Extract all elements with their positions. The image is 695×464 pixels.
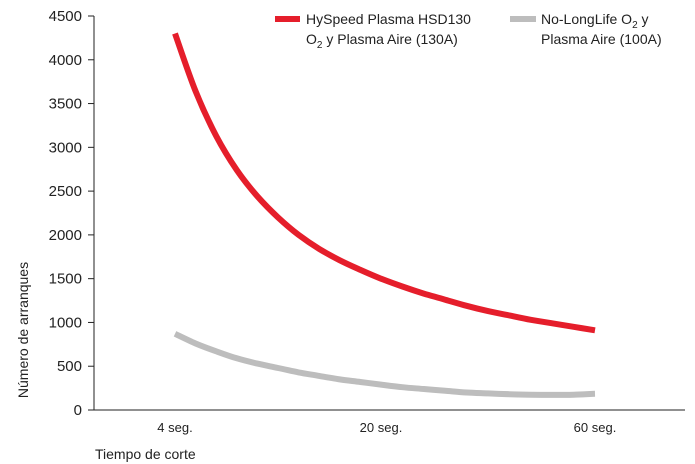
- y-tick-label: 3500: [49, 96, 82, 113]
- legend-label-hyspeed-line1: HySpeed Plasma HSD130: [306, 11, 471, 27]
- x-tick-label: 20 seg.: [360, 420, 403, 435]
- y-tick-label: 4000: [49, 52, 82, 69]
- y-axis-ticks: 0 500 1000 1500 2000 2500 3000 3500 4000 4500: [49, 8, 94, 419]
- legend-item-nolonglife: No-LongLife O2 y Plasma Aire (100A): [510, 11, 662, 47]
- series-line-hyspeed: [172, 32, 596, 334]
- legend-nolonglife-rest: y: [638, 11, 649, 27]
- y-tick-label: 0: [74, 402, 82, 419]
- y-tick-label: 1000: [49, 314, 82, 331]
- series-line-nolonglife: [173, 331, 596, 398]
- y-tick-label: 1500: [49, 271, 82, 288]
- x-axis-ticks: 4 seg. 20 seg. 60 seg.: [157, 420, 616, 435]
- x-axis-title: Tiempo de corte: [95, 446, 196, 462]
- legend-nolonglife-prefix: No-LongLife O: [541, 11, 632, 27]
- legend-label-nolonglife-line1: No-LongLife O2 y: [541, 11, 649, 31]
- y-tick-label: 4500: [49, 8, 82, 25]
- legend-hyspeed-o: O: [306, 31, 317, 47]
- y-tick-label: 2000: [49, 227, 82, 244]
- y-tick-label: 2500: [49, 183, 82, 200]
- y-axis-title: Número de arranques: [15, 262, 31, 398]
- y-tick-label: 3000: [49, 139, 82, 156]
- x-tick-label: 60 seg.: [574, 420, 617, 435]
- legend-label-hyspeed-line2: O2 y Plasma Aire (130A): [306, 31, 458, 51]
- series-lines: [172, 32, 596, 398]
- legend-hyspeed-rest: y Plasma Aire (130A): [322, 31, 457, 47]
- legend-label-nolonglife-line2: Plasma Aire (100A): [541, 31, 662, 47]
- legend-nolonglife-sub: 2: [632, 20, 638, 31]
- legend: HySpeed Plasma HSD130 O2 y Plasma Aire (…: [275, 11, 662, 51]
- x-tick-label: 4 seg.: [157, 420, 192, 435]
- y-tick-label: 500: [57, 358, 82, 375]
- legend-hyspeed-sub: 2: [317, 40, 323, 51]
- legend-item-hyspeed: HySpeed Plasma HSD130 O2 y Plasma Aire (…: [275, 11, 471, 51]
